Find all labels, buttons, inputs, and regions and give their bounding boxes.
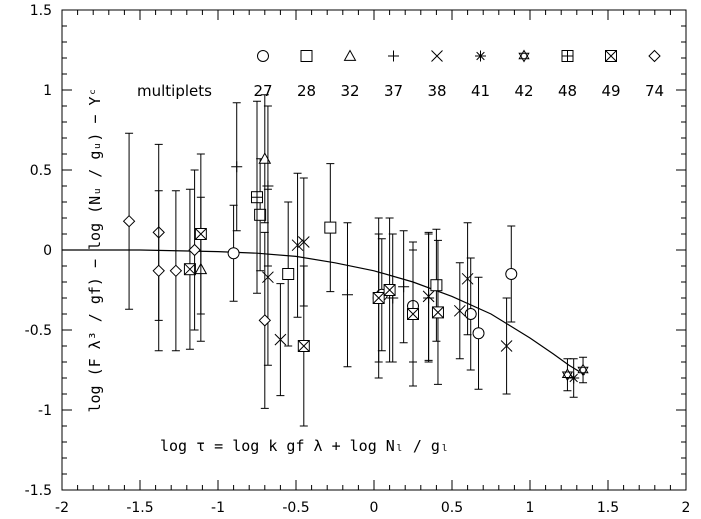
legend-label: 42 [514, 82, 533, 100]
data-point-diamond [188, 243, 201, 257]
data-point-boxed-cross [383, 284, 396, 296]
data-point-cross [297, 236, 310, 248]
data-point-boxed-cross [183, 263, 196, 276]
boxed-cross-icon [605, 50, 617, 62]
square-icon [300, 50, 313, 62]
data-point-cross [262, 271, 274, 284]
legend-label: 28 [297, 82, 316, 100]
x-tick-label: -2 [55, 500, 69, 516]
y-tick-label: 1 [43, 83, 52, 99]
data-point-plus [231, 161, 243, 173]
y-tick-label: 0.5 [30, 163, 52, 179]
fit-curve [62, 249, 585, 376]
legend-caption: multiplets [137, 82, 212, 100]
x-tick-label: 0 [370, 500, 379, 516]
data-point-square [430, 279, 443, 292]
x-tick-label: -1 [211, 500, 225, 516]
y-tick-label: 1.5 [30, 3, 52, 19]
data-point-boxed-cross [297, 340, 310, 352]
data-point-asterisk [568, 372, 580, 384]
data-point-diamond [152, 264, 165, 278]
legend-label: 38 [427, 82, 446, 100]
data-point-cross [461, 272, 474, 285]
data-point-diamond [169, 264, 183, 278]
legend-label: 74 [645, 82, 664, 100]
star-of-david-icon [518, 49, 530, 63]
y-tick-label: -0.5 [25, 323, 52, 339]
x-tick-labels: -2 -1.5 -1 -0.5 0 0.5 1 1.5 2 [55, 500, 690, 516]
cross-icon [431, 50, 443, 62]
legend: multiplets 27 28 32 37 38 41 42 48 49 74 [137, 49, 664, 100]
asterisk-icon [475, 50, 486, 62]
data-point-circle [227, 247, 240, 260]
axis-ticks [61, 9, 687, 491]
equation-annotation: log τ = log k gf λ + log Nₗ / gₗ [160, 437, 449, 455]
data-point-circle [472, 327, 485, 340]
fit-curve-group [62, 249, 585, 376]
data-point-square [282, 268, 295, 280]
data-points [122, 94, 589, 427]
data-point-cross [274, 333, 287, 346]
data-point-plus [398, 281, 410, 293]
data-point-boxed-cross [431, 306, 444, 319]
data-point-circle [464, 308, 477, 320]
data-point-circle [505, 268, 518, 280]
x-tick-label: -0.5 [282, 500, 309, 516]
y-tick-labels: -1.5 -1 -0.5 0 0.5 1 1.5 [25, 3, 52, 499]
legend-label: 32 [340, 82, 359, 100]
x-tick-label: 1.5 [597, 500, 619, 516]
data-point-boxed-cross [194, 228, 207, 240]
data-point-square [324, 221, 337, 234]
y-tick-label: -1.5 [25, 483, 52, 499]
y-axis-label: log (F λ³ / gf) − log (Nᵤ / gᵤ) − Yᶜ [86, 87, 104, 412]
data-point-boxed-plus [251, 191, 263, 204]
data-point-diamond [122, 214, 136, 228]
data-point-cross [291, 239, 304, 252]
circle-icon [257, 50, 269, 62]
y-tick-label: -1 [38, 403, 52, 419]
data-point-plus [341, 289, 353, 301]
data-point-boxed-cross [372, 292, 385, 304]
diamond-icon [648, 49, 661, 63]
data-point-triangle [258, 152, 272, 164]
legend-label: 27 [253, 82, 272, 100]
plus-icon [388, 50, 399, 62]
x-tick-label: -1.5 [126, 500, 153, 516]
data-point-star [577, 363, 589, 377]
data-point-square [254, 208, 267, 221]
y-tick-label: 0 [43, 243, 52, 259]
data-point-diamond [258, 314, 272, 327]
data-point-boxed-cross [407, 308, 419, 320]
legend-label: 37 [384, 82, 403, 100]
x-tick-label: 0.5 [441, 500, 463, 516]
data-point-star [561, 368, 574, 382]
x-tick-label: 2 [682, 500, 691, 516]
boxed-plus-icon [561, 50, 574, 62]
data-point-cross [500, 340, 513, 352]
data-point-cross [422, 290, 435, 303]
legend-label: 49 [601, 82, 620, 100]
data-point-cross [453, 304, 466, 317]
legend-label: 41 [471, 82, 490, 100]
triangle-icon [343, 49, 357, 61]
legend-label: 48 [558, 82, 577, 100]
x-tick-label: 1 [526, 500, 535, 516]
